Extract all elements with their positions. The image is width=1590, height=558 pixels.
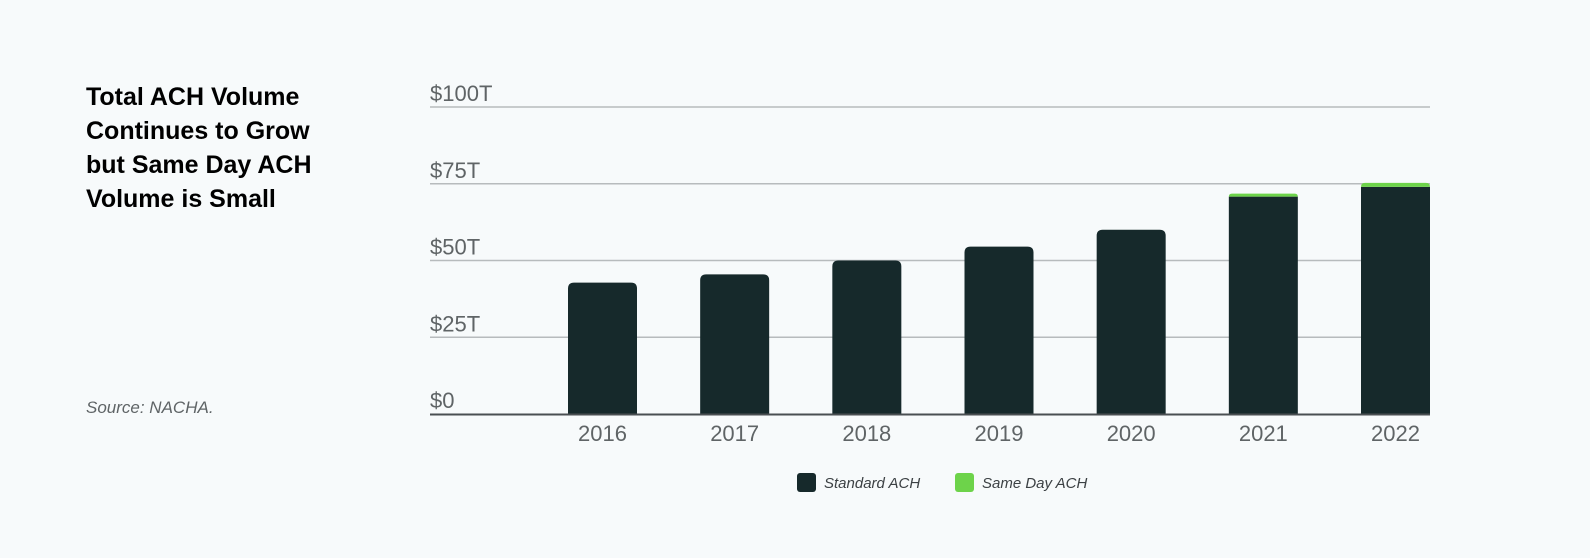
bar-standard-ach xyxy=(1096,229,1166,414)
bar-same-day-ach xyxy=(1361,182,1430,187)
source-note: Source: NACHA. xyxy=(86,398,214,417)
legend-swatch-same-day-ach xyxy=(955,473,974,492)
x-tick-label: 2019 xyxy=(975,421,1024,446)
x-tick-label: 2018 xyxy=(842,421,891,446)
y-tick-label: $100T xyxy=(430,81,492,106)
legend-swatch-standard-ach xyxy=(797,473,816,492)
bars xyxy=(568,182,1430,414)
bar-same-day-ach xyxy=(1228,193,1298,197)
bar-standard-ach xyxy=(832,260,902,414)
bar-standard-ach xyxy=(568,282,637,414)
axes: $0 $25T $50T $75T $100T 2016 2017 2018 2019 2020 2… xyxy=(430,81,1430,446)
bar-standard-ach xyxy=(1228,196,1298,414)
x-tick-label: 2016 xyxy=(578,421,627,446)
y-tick-label: $0 xyxy=(430,388,454,413)
bar-standard-ach xyxy=(1361,186,1430,414)
y-tick-label: $25T xyxy=(430,311,480,336)
x-tick-label: 2022 xyxy=(1371,421,1420,446)
x-tick-label: 2020 xyxy=(1107,421,1156,446)
legend-label: Standard ACH xyxy=(824,475,920,492)
legend-label: Same Day ACH xyxy=(982,475,1087,492)
y-tick-label: $75T xyxy=(430,158,480,183)
x-tick-label: 2021 xyxy=(1239,421,1288,446)
bar-standard-ach xyxy=(700,274,770,414)
y-tick-label: $50T xyxy=(430,235,480,260)
x-tick-label: 2017 xyxy=(710,421,759,446)
legend: Standard ACH Same Day ACH xyxy=(797,473,1087,492)
chart-title: Total ACH Volume Continues to Grow but S… xyxy=(86,83,312,213)
bar-standard-ach xyxy=(964,246,1034,414)
